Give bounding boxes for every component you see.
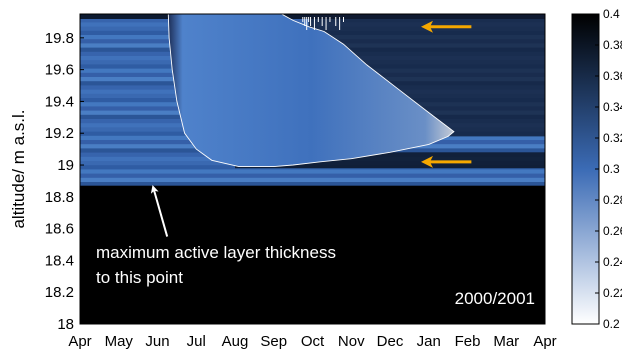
- x-tick-label: Apr: [68, 333, 91, 350]
- x-tick-label: Jul: [187, 333, 206, 350]
- x-axis: Apr May Jun Jul Aug Sep Oct Nov Dec Jan Feb Mar Apr: [68, 320, 557, 350]
- colorbar-tick-label: 0.32: [603, 131, 622, 145]
- heatmap-band: [80, 173, 545, 179]
- y-tick-label: 18.6: [45, 221, 74, 238]
- y-tick-label: 19.6: [45, 62, 74, 79]
- colorbar-tick-label: 0.22: [603, 286, 622, 300]
- heatmap-band: [80, 177, 545, 183]
- orange-arrow: [421, 20, 472, 33]
- x-tick-label: Oct: [301, 333, 325, 350]
- x-tick-label: Sep: [260, 333, 287, 350]
- colorbar-tick-label: 0.3: [603, 162, 620, 176]
- bedrock-region: [80, 185, 545, 324]
- heatmap-band: [80, 182, 545, 187]
- thawed-layer-area: [167, 14, 455, 168]
- y-tick-label: 18: [57, 316, 74, 333]
- colorbar-tick-label: 0.24: [603, 255, 622, 269]
- x-tick-label: Apr: [533, 333, 556, 350]
- colorbar-tick-label: 0.36: [603, 69, 622, 83]
- orange-arrow: [421, 155, 472, 168]
- season-label: 2000/2001: [455, 289, 535, 308]
- x-tick-label: Feb: [455, 333, 481, 350]
- x-tick-label: Jun: [145, 333, 169, 350]
- colorbar-axis: 0.2 0.22 0.24 0.26 0.28 0.3 0.32 0.34 0.36 0.38 0.…: [595, 7, 622, 331]
- y-axis: 18 18.2 18.4 18.6 18.8 19 19.2 19.4 19.6 19.8: [45, 30, 84, 333]
- heatmap-band: [80, 169, 545, 175]
- orange-arrows: [421, 20, 472, 168]
- surface-noise-marks: [302, 17, 344, 30]
- x-tick-label: May: [105, 333, 134, 350]
- colorbar: [571, 13, 600, 325]
- colorbar-tick-label: 0.2: [603, 317, 620, 331]
- y-tick-label: 19.8: [45, 30, 74, 47]
- y-tick-label: 18.4: [45, 252, 74, 269]
- colorbar-tick-label: 0.4: [603, 7, 620, 21]
- y-axis-label: altitude/ m a.s.l.: [9, 109, 28, 228]
- y-tick-label: 18.8: [45, 189, 74, 206]
- annotation-line-1: maximum active layer thickness: [96, 243, 336, 262]
- annotation: maximum active layer thickness to this p…: [96, 185, 336, 287]
- y-tick-label: 18.2: [45, 284, 74, 301]
- x-tick-label: Mar: [493, 333, 519, 350]
- x-tick-label: Dec: [377, 333, 404, 350]
- annotation-line-2: to this point: [96, 268, 183, 287]
- colorbar-tick-label: 0.38: [603, 38, 622, 52]
- y-tick-label: 19.2: [45, 125, 74, 142]
- x-tick-label: Nov: [338, 333, 365, 350]
- x-tick-label: Jan: [417, 333, 441, 350]
- y-tick-label: 19.4: [45, 93, 74, 110]
- colorbar-tick-label: 0.26: [603, 224, 622, 238]
- x-tick-label: Aug: [222, 333, 249, 350]
- colorbar-tick-label: 0.28: [603, 193, 622, 207]
- annotation-arrow: [150, 185, 169, 237]
- y-tick-label: 19: [57, 157, 74, 174]
- colorbar-tick-label: 0.34: [603, 100, 622, 114]
